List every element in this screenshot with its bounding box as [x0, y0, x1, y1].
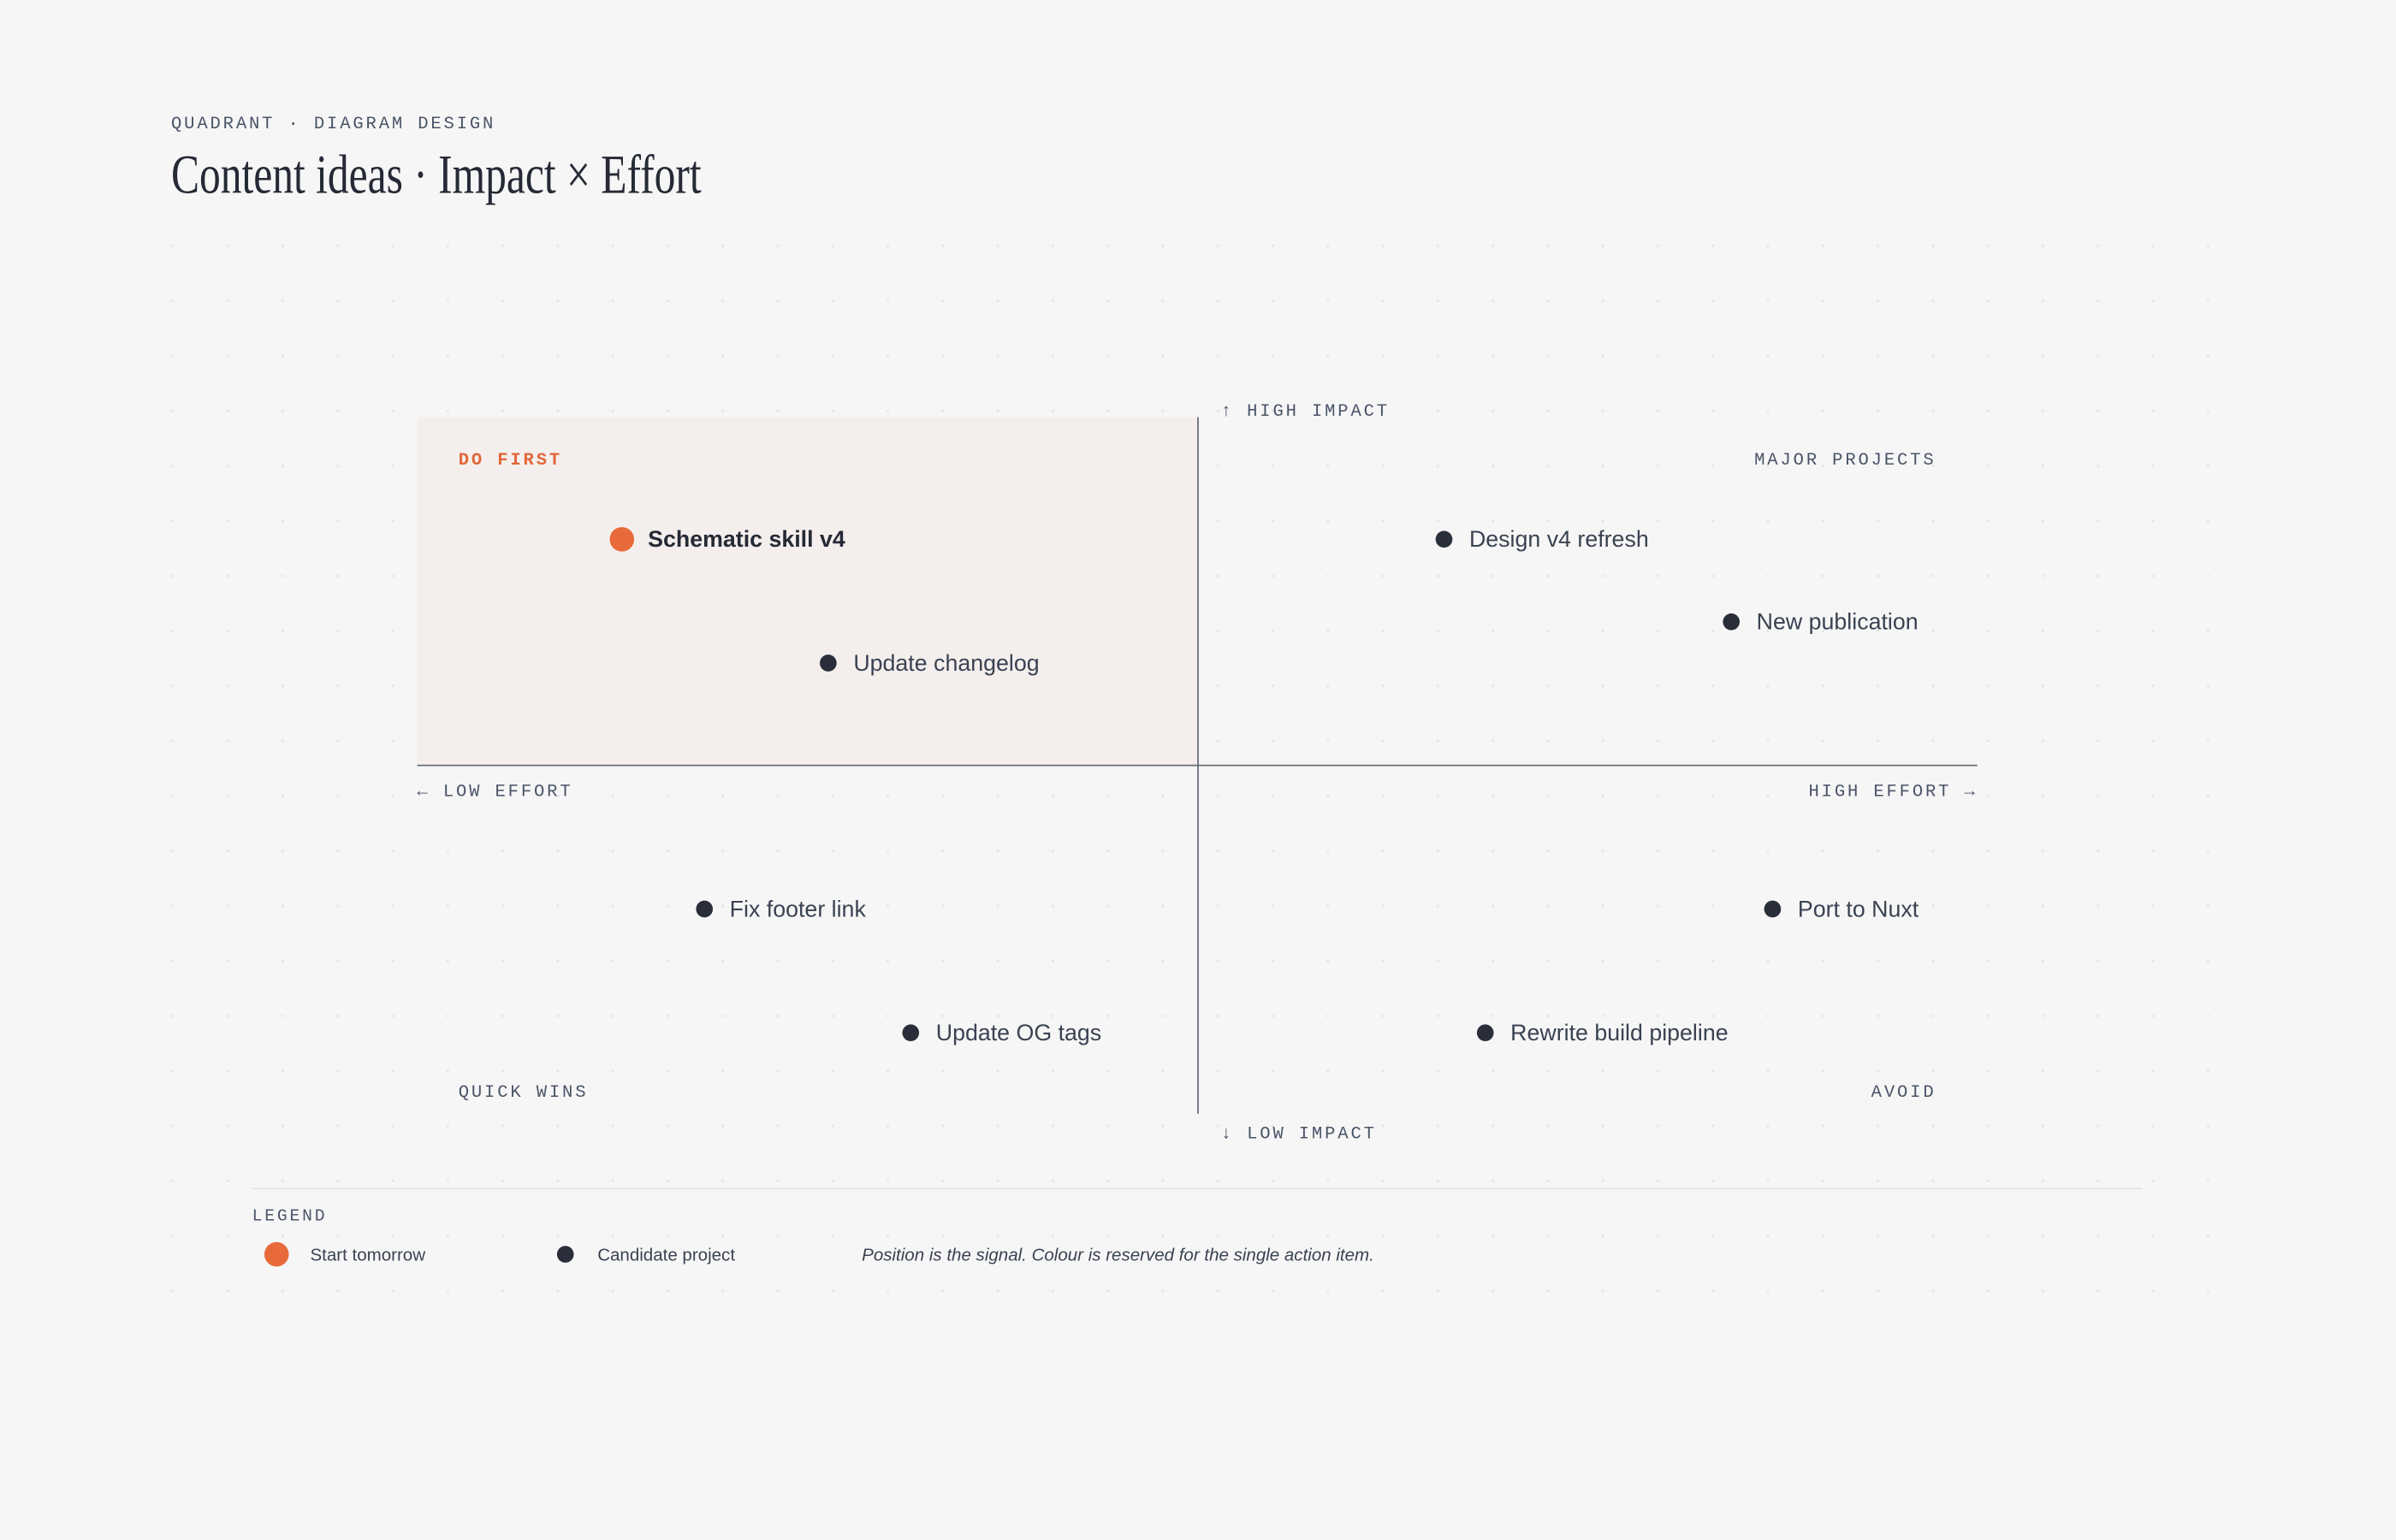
quadrant-label: MAJOR PROJECTS — [1754, 451, 1936, 471]
legend-note: Position is the signal. Colour is reserv… — [862, 1245, 1374, 1265]
legend-title: LEGEND — [252, 1207, 328, 1226]
item-label: Rewrite build pipeline — [1510, 1020, 1728, 1045]
item-dot — [609, 527, 635, 552]
item-dot — [820, 654, 837, 672]
item-dot — [1435, 530, 1453, 548]
item-label: Design v4 refresh — [1469, 526, 1649, 552]
items: Schematic skill v4 Update changelog Design… — [609, 526, 1919, 1045]
item-label: Update changelog — [853, 650, 1039, 676]
item-dot — [1723, 613, 1741, 631]
legend-swatch — [556, 1246, 574, 1263]
item-label: Fix footer link — [730, 896, 867, 921]
legend-entry: Start tomorrow — [311, 1245, 426, 1265]
legend-swatch — [264, 1241, 289, 1267]
quadrant-label: AVOID — [1871, 1083, 1936, 1103]
axis-label: ↑ HIGH IMPACT — [1221, 402, 1390, 422]
item-dot — [902, 1024, 920, 1041]
item-label: Update OG tags — [936, 1020, 1101, 1045]
title: Content ideas · Impact × Effort — [171, 144, 702, 204]
item-label: Port to Nuxt — [1798, 896, 1919, 921]
quadrant-label: QUICK WINS — [459, 1083, 589, 1103]
axis-label: HIGH EFFORT → — [1809, 782, 1978, 802]
item-dot — [1476, 1024, 1494, 1041]
eyebrow: QUADRANT · DIAGRAM DESIGN — [171, 115, 495, 134]
item-label: Schematic skill v4 — [648, 526, 845, 552]
axis-label: ↓ LOW IMPACT — [1221, 1124, 1377, 1144]
highlight-quadrant — [417, 417, 1198, 766]
legend-entry: Candidate project — [597, 1245, 735, 1265]
item-label: New publication — [1757, 609, 1919, 635]
item-dot — [1764, 900, 1782, 918]
quadrant-label: DO FIRST — [459, 451, 562, 471]
axis-label: ← LOW EFFORT — [418, 782, 573, 802]
item-dot — [696, 900, 714, 918]
